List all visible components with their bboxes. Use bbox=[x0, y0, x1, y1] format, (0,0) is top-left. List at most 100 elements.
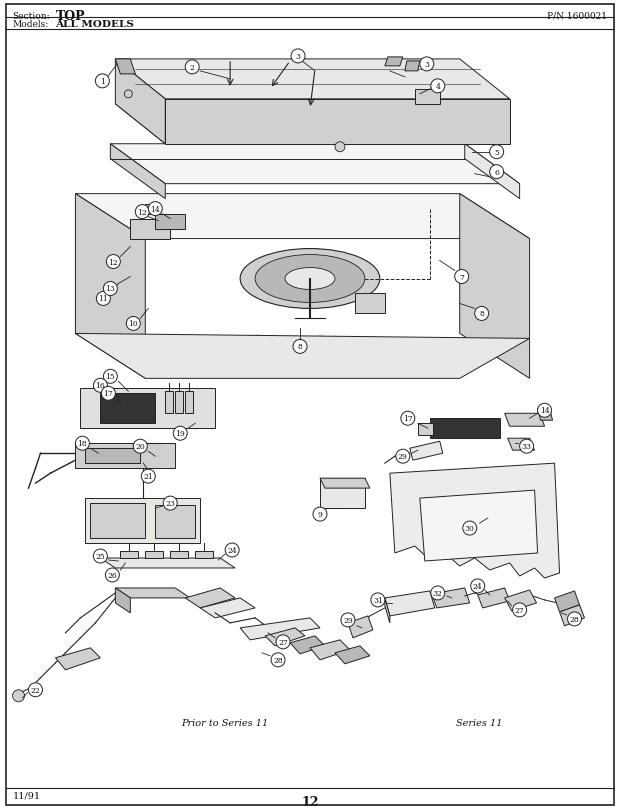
Circle shape bbox=[291, 49, 305, 64]
Text: 32: 32 bbox=[433, 590, 443, 597]
Text: 3: 3 bbox=[296, 53, 301, 61]
Text: 5: 5 bbox=[494, 148, 499, 157]
Polygon shape bbox=[418, 423, 433, 436]
Polygon shape bbox=[100, 394, 155, 423]
Circle shape bbox=[401, 412, 415, 426]
Polygon shape bbox=[348, 616, 373, 638]
Text: 24: 24 bbox=[473, 582, 482, 590]
Polygon shape bbox=[290, 636, 325, 654]
Polygon shape bbox=[410, 442, 443, 461]
Circle shape bbox=[125, 91, 132, 99]
Polygon shape bbox=[265, 628, 305, 646]
Circle shape bbox=[12, 690, 25, 702]
Polygon shape bbox=[320, 478, 365, 508]
Circle shape bbox=[173, 427, 187, 440]
Circle shape bbox=[104, 282, 117, 296]
Polygon shape bbox=[170, 551, 188, 558]
Polygon shape bbox=[86, 448, 140, 464]
Text: 17: 17 bbox=[104, 390, 113, 398]
Text: 12: 12 bbox=[301, 795, 319, 808]
Text: TOP: TOP bbox=[55, 10, 85, 23]
Polygon shape bbox=[310, 640, 350, 660]
Polygon shape bbox=[76, 195, 529, 239]
Text: 14: 14 bbox=[151, 205, 160, 213]
Text: 1: 1 bbox=[100, 78, 105, 86]
Polygon shape bbox=[505, 590, 536, 611]
Text: ReplacementParts.com: ReplacementParts.com bbox=[253, 334, 367, 344]
Polygon shape bbox=[175, 392, 184, 414]
Polygon shape bbox=[477, 588, 510, 608]
Ellipse shape bbox=[285, 268, 335, 290]
Text: 8: 8 bbox=[479, 310, 484, 318]
Polygon shape bbox=[390, 464, 560, 578]
Circle shape bbox=[126, 317, 140, 331]
Text: 27: 27 bbox=[515, 606, 525, 614]
Polygon shape bbox=[115, 588, 130, 613]
Circle shape bbox=[135, 205, 149, 219]
Text: 17: 17 bbox=[403, 414, 413, 423]
Polygon shape bbox=[166, 100, 510, 144]
Polygon shape bbox=[55, 648, 100, 670]
Text: 30: 30 bbox=[465, 525, 475, 532]
Text: 19: 19 bbox=[175, 430, 185, 438]
Circle shape bbox=[313, 508, 327, 521]
Polygon shape bbox=[115, 60, 510, 100]
Text: 29: 29 bbox=[398, 453, 408, 461]
Polygon shape bbox=[420, 491, 538, 561]
Polygon shape bbox=[355, 294, 385, 314]
Text: 18: 18 bbox=[78, 440, 87, 448]
Polygon shape bbox=[166, 392, 173, 414]
Circle shape bbox=[76, 436, 89, 451]
Circle shape bbox=[520, 440, 534, 453]
Text: Section:: Section: bbox=[12, 12, 50, 21]
Text: 31: 31 bbox=[373, 596, 383, 604]
Text: 8: 8 bbox=[298, 343, 303, 351]
Text: P/N 1600021: P/N 1600021 bbox=[547, 12, 608, 21]
Polygon shape bbox=[115, 105, 510, 144]
Circle shape bbox=[141, 470, 155, 483]
Text: 25: 25 bbox=[95, 552, 105, 560]
Circle shape bbox=[105, 569, 119, 582]
Circle shape bbox=[276, 635, 290, 649]
Text: 20: 20 bbox=[135, 443, 145, 451]
Text: 29: 29 bbox=[343, 616, 353, 624]
Circle shape bbox=[271, 653, 285, 667]
Polygon shape bbox=[76, 444, 175, 469]
Circle shape bbox=[431, 79, 445, 94]
Circle shape bbox=[463, 521, 477, 535]
Circle shape bbox=[293, 340, 307, 354]
Circle shape bbox=[371, 593, 385, 607]
Polygon shape bbox=[145, 204, 155, 214]
Text: 22: 22 bbox=[30, 686, 40, 694]
Polygon shape bbox=[91, 504, 145, 539]
Polygon shape bbox=[120, 551, 138, 558]
Text: 2: 2 bbox=[190, 64, 195, 72]
Polygon shape bbox=[86, 499, 200, 543]
Polygon shape bbox=[430, 418, 500, 439]
Polygon shape bbox=[76, 334, 529, 379]
Circle shape bbox=[538, 404, 552, 418]
Text: 4: 4 bbox=[435, 83, 440, 91]
Polygon shape bbox=[405, 62, 420, 72]
Polygon shape bbox=[385, 591, 435, 616]
Polygon shape bbox=[115, 60, 166, 144]
Polygon shape bbox=[508, 439, 534, 451]
Text: 11: 11 bbox=[99, 295, 108, 303]
Polygon shape bbox=[110, 144, 520, 184]
Polygon shape bbox=[130, 219, 170, 239]
Text: Series 11: Series 11 bbox=[456, 718, 503, 727]
Circle shape bbox=[29, 683, 43, 697]
Circle shape bbox=[420, 58, 434, 72]
Text: 13: 13 bbox=[105, 285, 115, 293]
Polygon shape bbox=[155, 214, 185, 230]
Text: 24: 24 bbox=[228, 547, 237, 555]
Text: 23: 23 bbox=[166, 500, 175, 508]
Polygon shape bbox=[385, 599, 390, 623]
Circle shape bbox=[104, 370, 117, 384]
Circle shape bbox=[96, 292, 110, 306]
Polygon shape bbox=[335, 646, 370, 664]
Polygon shape bbox=[465, 144, 520, 200]
Circle shape bbox=[94, 379, 107, 393]
Polygon shape bbox=[185, 392, 193, 414]
Circle shape bbox=[133, 440, 148, 453]
